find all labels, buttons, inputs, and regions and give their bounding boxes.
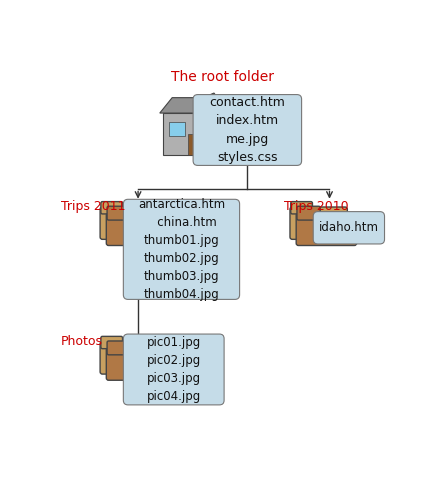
FancyBboxPatch shape (193, 95, 301, 166)
FancyBboxPatch shape (106, 348, 166, 380)
FancyBboxPatch shape (123, 199, 239, 299)
FancyBboxPatch shape (290, 202, 312, 214)
Text: Trips 2011: Trips 2011 (60, 200, 125, 213)
Text: Trips 2010: Trips 2010 (283, 200, 348, 213)
FancyBboxPatch shape (289, 207, 346, 239)
FancyBboxPatch shape (107, 206, 130, 220)
FancyBboxPatch shape (101, 202, 122, 214)
FancyBboxPatch shape (100, 207, 157, 239)
Text: antarctica.htm
   china.htm
thumb01.jpg
thumb02.jpg
thumb03.jpg
thumb04.jpg: antarctica.htm china.htm thumb01.jpg thu… (138, 198, 224, 301)
Polygon shape (203, 93, 223, 113)
FancyBboxPatch shape (106, 213, 166, 246)
FancyBboxPatch shape (296, 213, 356, 246)
Polygon shape (159, 98, 212, 113)
Text: idaho.htm: idaho.htm (318, 221, 378, 234)
FancyBboxPatch shape (123, 334, 224, 405)
Text: contact.htm
index.htm
me.jpg
styles.css: contact.htm index.htm me.jpg styles.css (209, 97, 285, 164)
FancyBboxPatch shape (187, 134, 201, 155)
FancyBboxPatch shape (169, 122, 184, 136)
Polygon shape (209, 107, 223, 155)
FancyBboxPatch shape (100, 342, 157, 374)
FancyBboxPatch shape (162, 113, 209, 155)
Text: The root folder: The root folder (171, 70, 273, 84)
FancyBboxPatch shape (296, 206, 319, 220)
FancyBboxPatch shape (101, 336, 122, 349)
FancyBboxPatch shape (107, 341, 130, 355)
Text: Photos: Photos (60, 335, 102, 348)
FancyBboxPatch shape (312, 211, 384, 244)
Text: pic01.jpg
pic02.jpg
pic03.jpg
pic04.jpg: pic01.jpg pic02.jpg pic03.jpg pic04.jpg (146, 336, 201, 403)
